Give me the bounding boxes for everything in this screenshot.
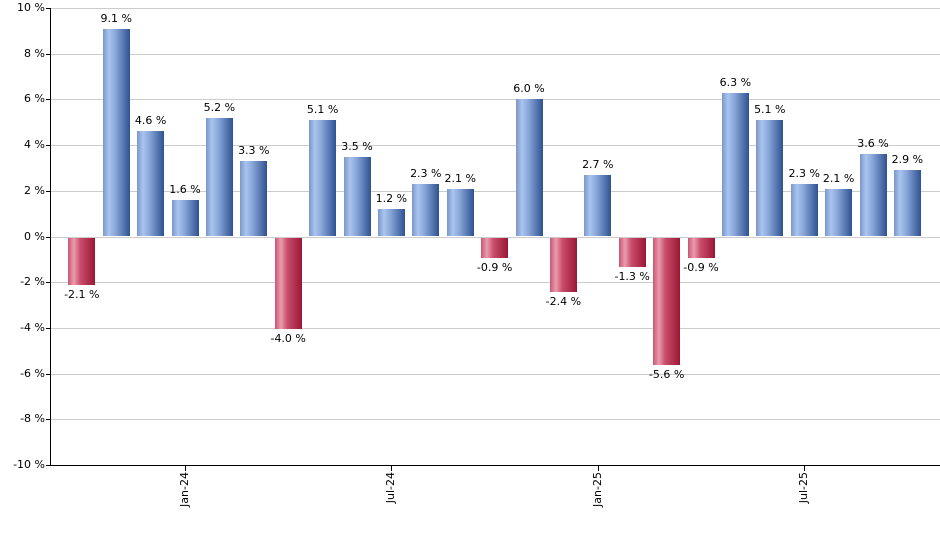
x-axis-line (50, 465, 940, 466)
y-axis-tick (46, 99, 50, 101)
y-axis-tick-label: 6 % (24, 92, 45, 106)
bar-positive (721, 92, 749, 237)
bar-value-label: 4.6 % (134, 114, 167, 128)
bar-positive (137, 131, 165, 237)
bar-positive (240, 161, 268, 237)
y-axis-tick-label: -4 % (20, 320, 45, 334)
gridline (51, 53, 940, 55)
y-axis-tick-label: -10 % (13, 458, 45, 471)
bar-positive (102, 28, 130, 237)
x-axis-tick (391, 466, 393, 471)
gridline (51, 99, 940, 101)
y-axis-tick-label: 4 % (24, 138, 45, 152)
bar-value-label: 6.3 % (719, 75, 752, 89)
bar-negative (653, 237, 681, 366)
gridline (51, 373, 940, 375)
bar-value-label: 6.0 % (513, 82, 545, 96)
bar-value-label: 3.3 % (238, 144, 270, 158)
bar-value-label: 9.1 % (100, 11, 132, 25)
y-axis-tick (46, 373, 50, 375)
bar-positive (446, 188, 474, 237)
x-axis-tick (804, 466, 806, 471)
bar-value-label: -0.9 % (683, 261, 719, 275)
bar-value-label: 3.6 % (857, 137, 889, 151)
bar-value-label: -0.9 % (476, 261, 513, 275)
y-axis-tick (46, 8, 50, 9)
x-axis-tick-label: Jul-24 (384, 472, 398, 504)
gridline (51, 327, 940, 329)
bar-value-label: -1.3 % (614, 270, 650, 284)
y-axis-tick-label: 8 % (24, 46, 45, 60)
bar-value-label: 2.3 % (410, 166, 442, 180)
bar-value-label: 3.5 % (341, 139, 373, 153)
bar-value-label: -2.1 % (64, 288, 100, 302)
bar-value-label: 2.9 % (891, 153, 924, 167)
bar-value-label: 1.2 % (375, 192, 408, 206)
bar-value-label: -2.4 % (545, 295, 582, 309)
bar-negative (274, 237, 302, 329)
y-axis-tick (46, 465, 50, 466)
y-axis-line (50, 8, 51, 466)
bar-negative (618, 237, 646, 268)
y-axis-tick (46, 145, 50, 147)
y-axis-tick-label: -8 % (20, 412, 45, 426)
bar-value-label: 2.3 % (788, 166, 820, 180)
bar-positive (205, 117, 233, 237)
y-axis-tick (46, 190, 50, 192)
bar-positive (377, 209, 405, 237)
y-axis-tick-label: -6 % (20, 366, 45, 380)
y-axis-tick-label: 10 % (17, 1, 45, 14)
bar-value-label: 5.2 % (203, 100, 236, 114)
bar-positive (309, 119, 337, 237)
bar-value-label: 2.1 % (444, 171, 476, 185)
y-axis-tick (46, 327, 50, 329)
y-axis-tick-label: -2 % (20, 275, 45, 289)
bar-value-label: 1.6 % (169, 182, 201, 196)
bar-negative (481, 237, 509, 259)
x-axis-tick-label: Jan-25 (590, 472, 604, 507)
bar-positive (515, 99, 543, 237)
bar-positive (171, 199, 199, 237)
bar-negative (68, 237, 96, 286)
gridline (51, 236, 940, 238)
bar-positive (412, 183, 440, 237)
x-axis-tick-label: Jul-25 (797, 472, 811, 504)
y-axis-tick (46, 236, 50, 238)
x-axis-tick-label: Jan-24 (178, 472, 191, 507)
bar-negative (549, 237, 577, 293)
gridline (51, 419, 940, 421)
bar-positive (825, 188, 853, 237)
bar-value-label: 5.1 % (754, 102, 786, 116)
bar-value-label: 2.7 % (582, 157, 614, 171)
bar-value-label: 5.1 % (306, 102, 339, 116)
y-axis-tick (46, 282, 50, 284)
gridline (51, 145, 940, 147)
bar-value-label: -5.6 % (648, 368, 685, 382)
bar-positive (790, 183, 818, 237)
bar-positive (893, 170, 921, 237)
x-axis-tick (597, 466, 599, 471)
y-axis-tick-label: 2 % (24, 183, 45, 197)
x-axis-tick (185, 466, 186, 471)
bar-positive (756, 119, 784, 237)
y-axis-tick (46, 53, 50, 55)
gridline (51, 282, 940, 284)
y-axis-tick (46, 419, 50, 421)
bar-value-label: -4.0 % (270, 331, 306, 345)
bar-positive (859, 154, 887, 237)
y-axis-tick-label: 0 % (24, 229, 45, 243)
bar-positive (584, 174, 612, 237)
gridline (51, 190, 940, 192)
bar-negative (687, 237, 715, 259)
gridline (51, 8, 940, 9)
bar-value-label: 2.1 % (822, 171, 855, 185)
bar-positive (343, 156, 371, 237)
